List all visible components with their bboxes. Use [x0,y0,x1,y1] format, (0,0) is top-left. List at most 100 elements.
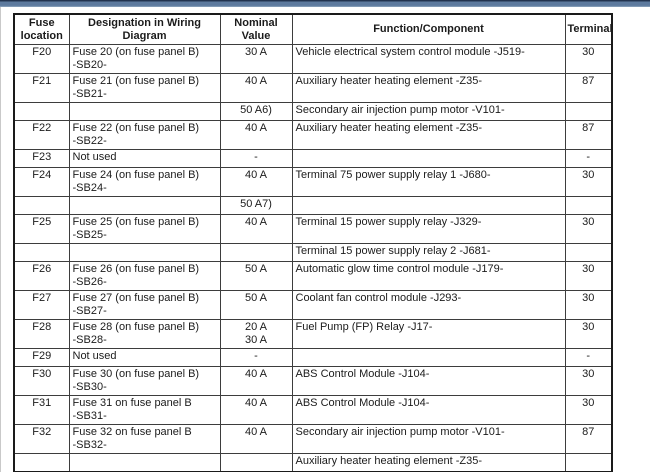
table-row: F28 Fuse 28 (on fuse panel B) -SB28- 20 A … [13,319,613,349]
terminal-cell: 87 [564,424,613,454]
terminal-cell: 87 [564,73,613,103]
fuse-location-cell [13,243,70,262]
header-fuse-location: Fuse location [13,13,70,45]
fuse-location-cell: F28 [13,319,70,349]
fuse-location-cell: F27 [13,290,70,320]
terminal-cell [564,453,613,472]
nominal-value-cell: 40 A [219,395,293,425]
function-cell: Terminal 15 power supply relay -J329- [291,214,566,244]
table-row: Auxiliary heater heating element -Z35- [13,453,613,472]
table-row: F32 Fuse 32 on fuse panel B -SB32- 40 A Sec… [13,424,613,454]
function-cell [291,348,566,367]
designation-cell [68,196,221,215]
nominal-value-cell: 50 A [219,261,293,291]
fuse-location-cell: F29 [13,348,70,367]
designation-cell: Not used [68,348,221,367]
designation-cell: Fuse 26 (on fuse panel B) -SB26- [68,261,221,291]
fuse-location-cell [13,196,70,215]
fuse-location-cell [13,102,70,121]
fuse-location-cell: F30 [13,366,70,396]
fuse-location-cell: F26 [13,261,70,291]
fuse-location-cell: F25 [13,214,70,244]
function-cell: Automatic glow time control module -J179… [291,261,566,291]
header-terminal: Terminal [564,13,613,45]
nominal-value-cell: 40 A [219,424,293,454]
terminal-cell: 30 [564,167,613,197]
designation-cell: Fuse 22 (on fuse panel B) -SB22- [68,120,221,150]
nominal-value-cell: 40 A [219,167,293,197]
designation-cell: Fuse 30 (on fuse panel B) -SB30- [68,366,221,396]
nominal-value-cell: 40 A [219,366,293,396]
page-edge-line [0,7,1,472]
nominal-value-cell [219,243,293,262]
table-header-row: Fuse location Designation in Wiring Diag… [13,13,613,45]
designation-cell: Fuse 27 (on fuse panel B) -SB27- [68,290,221,320]
header-designation: Designation in Wiring Diagram [68,13,221,45]
nominal-value-cell: 40 A [219,120,293,150]
nominal-value-cell: - [219,348,293,367]
top-bar [0,0,650,7]
terminal-cell [564,196,613,215]
designation-cell: Fuse 25 (on fuse panel B) -SB25- [68,214,221,244]
function-cell: Secondary air injection pump motor -V101… [291,102,566,121]
designation-cell: Not used [68,149,221,168]
fuse-location-cell [13,453,70,472]
table-row: F29 Not used - - [13,348,613,367]
function-cell: Secondary air injection pump motor -V101… [291,424,566,454]
fuse-location-cell: F24 [13,167,70,197]
designation-cell: Fuse 31 on fuse panel B -SB31- [68,395,221,425]
terminal-cell: - [564,149,613,168]
terminal-cell [564,102,613,121]
designation-cell [68,453,221,472]
designation-cell: Fuse 32 on fuse panel B -SB32- [68,424,221,454]
designation-cell [68,102,221,121]
terminal-cell: 30 [564,319,613,349]
nominal-value-cell: 50 A [219,290,293,320]
nominal-value-cell: 20 A 30 A [219,319,293,349]
function-cell: Terminal 15 power supply relay 2 -J681- [291,243,566,262]
function-cell: Coolant fan control module -J293- [291,290,566,320]
function-cell: Fuel Pump (FP) Relay -J17- [291,319,566,349]
designation-cell: Fuse 20 (on fuse panel B) -SB20- [68,44,221,74]
designation-cell: Fuse 24 (on fuse panel B) -SB24- [68,167,221,197]
header-function-component: Function/Component [291,13,566,45]
terminal-cell: 30 [564,395,613,425]
fuse-location-cell: F23 [13,149,70,168]
table-row: F23 Not used - - [13,149,613,168]
fuse-assignment-table: Fuse location Designation in Wiring Diag… [13,13,613,472]
function-cell: Terminal 75 power supply relay 1 -J680- [291,167,566,197]
table-row: F31 Fuse 31 on fuse panel B -SB31- 40 A ABS… [13,395,613,425]
table-row: Terminal 15 power supply relay 2 -J681- [13,243,613,262]
nominal-value-cell: 50 A6) [219,102,293,121]
nominal-value-cell: 40 A [219,73,293,103]
designation-cell: Fuse 21 (on fuse panel B) -SB21- [68,73,221,103]
nominal-value-cell: 50 A7) [219,196,293,215]
terminal-cell: 30 [564,290,613,320]
nominal-value-cell: 30 A [219,44,293,74]
terminal-cell [564,243,613,262]
table-row: 50 A7) [13,196,613,215]
function-cell [291,196,566,215]
function-cell: Vehicle electrical system control module… [291,44,566,74]
terminal-cell: 30 [564,366,613,396]
fuse-location-cell: F31 [13,395,70,425]
fuse-location-cell: F21 [13,73,70,103]
function-cell: Auxiliary heater heating element -Z35- [291,73,566,103]
function-cell [291,149,566,168]
nominal-value-cell: - [219,149,293,168]
designation-cell [68,243,221,262]
designation-cell: Fuse 28 (on fuse panel B) -SB28- [68,319,221,349]
terminal-cell: 30 [564,44,613,74]
terminal-cell: 87 [564,120,613,150]
fuse-location-cell: F32 [13,424,70,454]
function-cell: ABS Control Module -J104- [291,366,566,396]
function-cell: Auxiliary heater heating element -Z35- [291,120,566,150]
